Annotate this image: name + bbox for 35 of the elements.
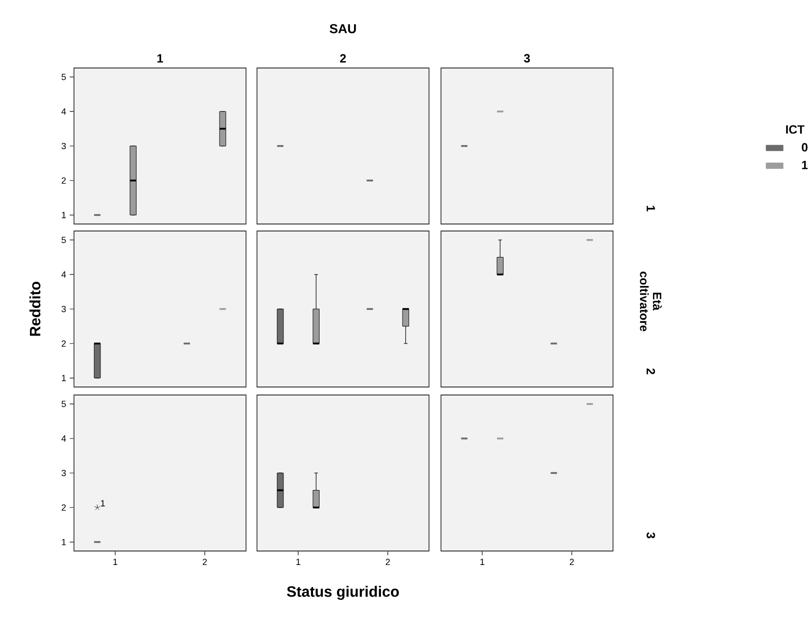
x-tick-label: 1 [480, 558, 484, 565]
text: 2 [646, 368, 656, 374]
x-tick-label: 1 [296, 558, 300, 565]
chart-title: 3 [524, 54, 530, 63]
annotation: 1 [100, 500, 105, 506]
y-tick-label: 4 [61, 271, 66, 278]
legend-title: ICT [786, 125, 804, 134]
chart-title: 2 [340, 54, 346, 62]
y-tick-label: 3 [62, 470, 66, 476]
x-tick-label: 2 [386, 558, 390, 566]
x-axis-title: Status giuridico [286, 586, 399, 600]
y-tick-label: 2 [62, 177, 66, 184]
y-tick-label: 4 [61, 435, 66, 442]
y-tick-label: 3 [62, 142, 66, 150]
x-tick-label: 1 [113, 558, 118, 565]
y-tick-label: 5 [62, 74, 66, 80]
text: SAU [330, 24, 356, 34]
y-tick-label: 2 [62, 340, 66, 347]
x-tick-label: 2 [570, 558, 574, 566]
legend-label: 0 [802, 143, 808, 152]
y-tick-label: 5 [62, 400, 66, 408]
text: Età coltivatore [640, 272, 662, 332]
chart-title: 1 [157, 54, 163, 62]
text: 3 [646, 532, 656, 538]
y-tick-label: 4 [61, 108, 66, 115]
y-tick-label: 1 [62, 212, 66, 218]
legend-label: 1 [802, 160, 808, 170]
y-tick-label: 5 [62, 236, 66, 244]
y-tick-label: 2 [62, 504, 66, 511]
x-tick-label: 2 [202, 558, 207, 566]
y-tick-label: 1 [62, 374, 66, 382]
y-axis-title: Reddito [29, 282, 40, 336]
y-tick-label: 3 [62, 306, 66, 312]
y-tick-label: 1 [62, 538, 66, 546]
text: 1 [646, 206, 655, 212]
